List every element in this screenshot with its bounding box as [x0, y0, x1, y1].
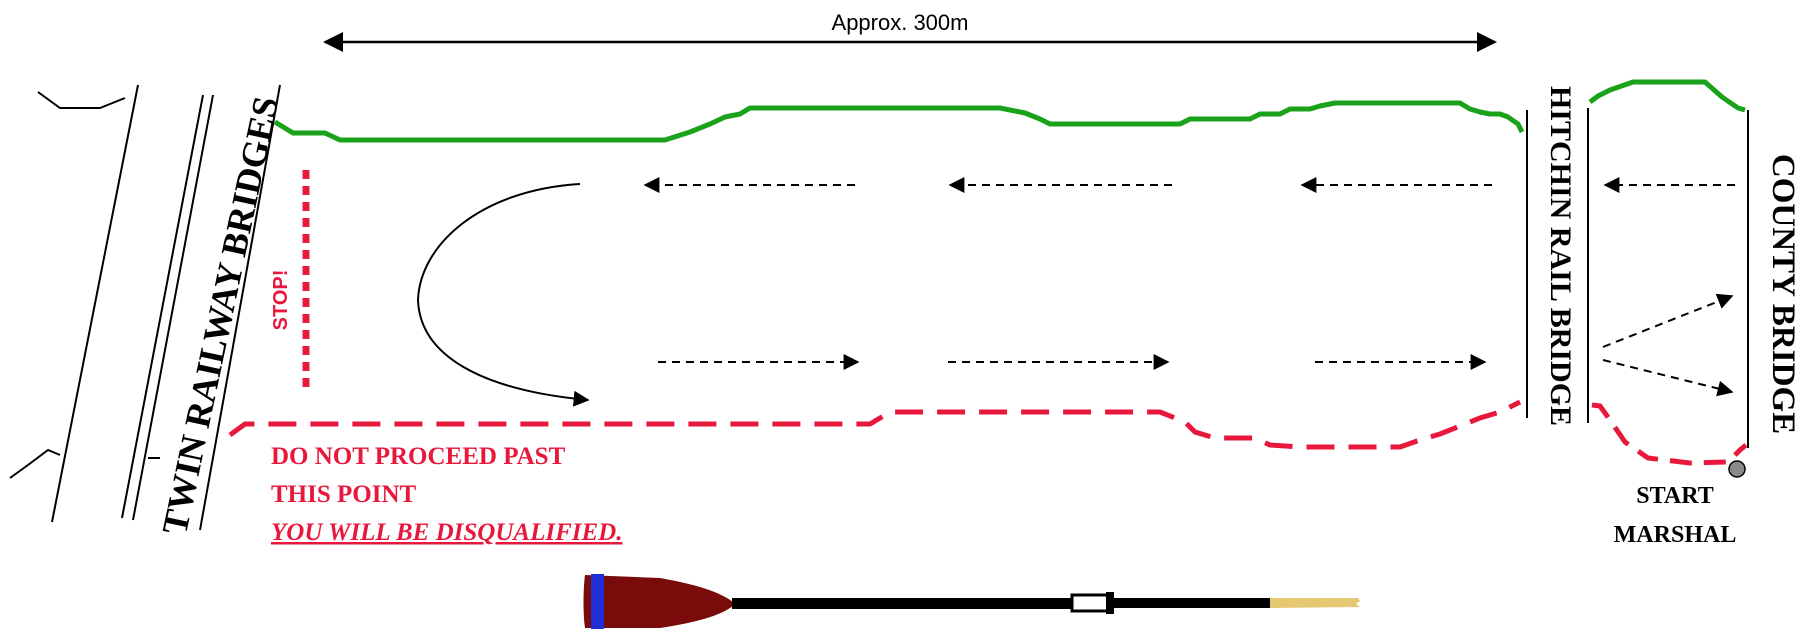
oar-collar: [1070, 593, 1110, 613]
twin-bridges-label: TWIN RAILWAY BRIDGES: [154, 93, 286, 538]
green-bank-right: [1588, 79, 1746, 113]
oar-shaft: [732, 598, 1072, 609]
left-bank-lines: [9, 84, 160, 523]
marshal-line-2: MARSHAL: [1614, 522, 1737, 548]
hitchin-rail-bridge: [1526, 108, 1589, 423]
county-bridge-label: COUNTY BRIDGE: [1765, 154, 1801, 434]
start-marshal-marker: [1728, 460, 1746, 478]
start-marshal-label: START MARSHAL: [1614, 483, 1737, 548]
oar-handle: [1114, 598, 1270, 608]
oar-button: [1106, 592, 1114, 614]
warning-line-2: THIS POINT: [271, 481, 417, 508]
lower-course-arrows: [658, 293, 1734, 397]
hitchin-bridge-label: HITCHIN RAIL BRIDGE: [1544, 86, 1577, 426]
oar-tip: [1270, 598, 1360, 608]
warning-line-1: DO NOT PROCEED PAST: [271, 443, 566, 470]
distance-label: Approx. 300m: [832, 10, 969, 35]
course-arrow: [1602, 293, 1734, 348]
marshal-line-1: START: [1636, 483, 1713, 509]
disqualification-boundary-right: [1591, 402, 1748, 466]
oar-stripe: [591, 574, 604, 629]
turning-arc: [416, 183, 590, 407]
course-arrow: [1602, 359, 1734, 397]
stop-label: STOP!: [270, 270, 292, 331]
oar-icon: [583, 574, 1360, 629]
twin-railway-bridges: [121, 84, 281, 531]
warning-line-3: YOU WILL BE DISQUALIFIED.: [271, 519, 622, 546]
disqualification-boundary: [228, 399, 1522, 450]
distance-indicator: Approx. 300m: [323, 10, 1497, 52]
oar-blade: [583, 575, 735, 628]
green-river-bank: [273, 100, 1525, 143]
warning-text: DO NOT PROCEED PAST THIS POINT YOU WILL …: [271, 443, 622, 546]
